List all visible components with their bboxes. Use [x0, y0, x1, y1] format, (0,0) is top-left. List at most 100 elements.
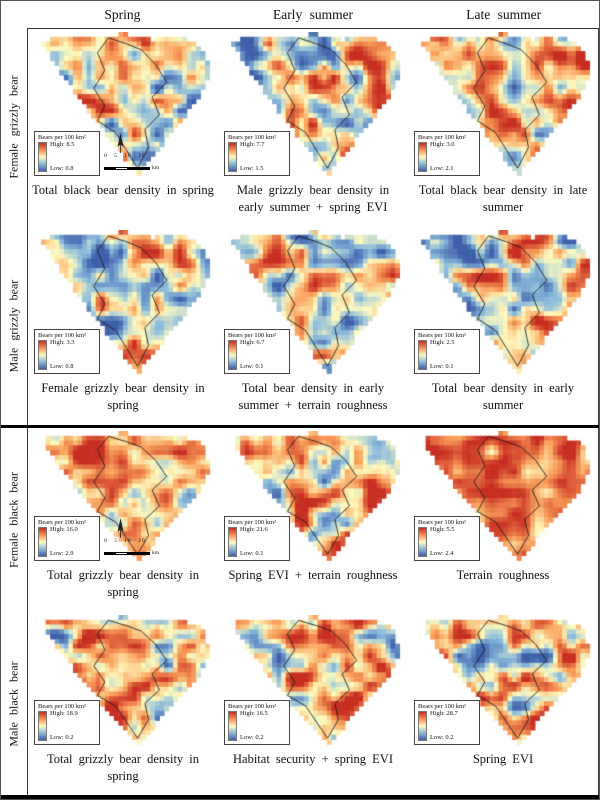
map-legend: Bears per 100 km² High: 6.7 Low: 0.1: [224, 328, 290, 374]
legend-low: Low: 0.8: [50, 362, 74, 370]
legend-low: Low: 0.2: [240, 733, 264, 741]
legend-title: Bears per 100 km²: [418, 518, 466, 526]
map-caption: Total black bear density in late summer: [418, 183, 588, 214]
row-label-male-black: Male black bear: [6, 661, 21, 747]
map-caption: Terrain roughness: [456, 568, 550, 582]
legend-low: Low: 2.9: [50, 549, 74, 557]
scale-bar: 0 5 10 20 km: [104, 537, 160, 563]
legend-title: Bears per 100 km²: [38, 331, 86, 339]
map-cell: Bears per 100 km² High: 6.7 Low: 0.1 Tot…: [218, 227, 408, 425]
map-caption: Spring EVI + terrain roughness: [228, 568, 398, 582]
legend-high: High: 7.7: [240, 141, 265, 148]
north-arrow-icon: [117, 517, 124, 538]
legend-title: Bears per 100 km²: [418, 702, 466, 710]
color-ramp: [228, 142, 237, 172]
map-caption: Total bear density in early summer: [431, 381, 575, 412]
map-legend: Bears per 100 km² High: 16.0 Low: 2.9: [34, 515, 100, 561]
legend-high: High: 8.5: [50, 141, 75, 148]
scale-bar-rule: [104, 551, 150, 555]
map-cell: Bears per 100 km² High: 8.5 Low: 0.8: [28, 29, 218, 227]
map-decorations: 0 5 10 20 km: [104, 517, 162, 563]
legend-title: Bears per 100 km²: [228, 702, 276, 710]
map-cell: Bears per 100 km² High: 2.5 Low: 0.1 Tot…: [408, 227, 598, 425]
map-caption: Total bear density in early summer + ter…: [238, 381, 388, 412]
legend-high: High: 28.7: [430, 710, 458, 717]
map-grid-grizzly: Bears per 100 km² High: 8.5 Low: 0.8: [27, 28, 599, 425]
map-caption: Total grizzly bear density in spring: [46, 752, 200, 783]
north-arrow-icon: [117, 132, 124, 153]
map-cell: Bears per 100 km² High: 16.5 Low: 0.2 Ha…: [218, 612, 408, 796]
legend-title: Bears per 100 km²: [38, 702, 86, 710]
color-ramp: [38, 527, 47, 557]
map-legend: Bears per 100 km² High: 7.7 Low: 1.5: [224, 130, 290, 176]
row-labels-black: Female black bear Male black bear: [1, 428, 27, 796]
color-ramp: [38, 711, 47, 741]
map-cell: Bears per 100 km² High: 3.0 Low: 2.1 Tot…: [408, 29, 598, 227]
black-bear-section: Female black bear Male black bear Bears …: [1, 428, 599, 796]
map-cell: Bears per 100 km² High: 28.7 Low: 0.2 Sp…: [408, 612, 598, 796]
legend-high: High: 21.6: [240, 526, 268, 533]
legend-low: Low: 0.1: [240, 362, 264, 370]
figure-bottom-rule: [1, 795, 599, 799]
map-legend: Bears per 100 km² High: 3.0 Low: 2.1: [414, 130, 480, 176]
map-decorations: 0 5 10 20 km: [104, 132, 162, 178]
legend-title: Bears per 100 km²: [38, 518, 86, 526]
grizzly-bear-section: Female grizzly bear Male grizzly bear Be…: [1, 28, 599, 425]
legend-high: High: 18.9: [50, 710, 78, 717]
legend-high: High: 3.3: [50, 339, 75, 346]
legend-high: High: 5.5: [430, 526, 455, 533]
map-cell: Bears per 100 km² High: 5.5 Low: 2.4 Ter…: [408, 428, 598, 612]
legend-title: Bears per 100 km²: [228, 518, 276, 526]
row-label-female-black: Female black bear: [6, 472, 21, 568]
column-header-late-summer: Late summer: [466, 6, 542, 22]
color-ramp: [228, 711, 237, 741]
map-cell: Bears per 100 km² High: 16.0 Low: 2.9: [28, 428, 218, 612]
map-caption: Spring EVI: [472, 752, 534, 766]
row-labels-grizzly: Female grizzly bear Male grizzly bear: [1, 28, 27, 425]
map-cell: Bears per 100 km² High: 7.7 Low: 1.5 Mal…: [218, 29, 408, 227]
row-label-male-grizzly: Male grizzly bear: [6, 279, 21, 373]
scale-bar-rule: [104, 166, 150, 170]
color-ramp: [38, 340, 47, 370]
color-ramp: [418, 527, 427, 557]
section-divider: [1, 425, 599, 428]
legend-high: High: 6.7: [240, 339, 265, 346]
map-caption: Male grizzly bear density in early summe…: [236, 183, 390, 214]
map-caption: Total black bear density in spring: [32, 183, 214, 197]
map-legend: Bears per 100 km² High: 8.5 Low: 0.8: [34, 130, 100, 176]
legend-high: High: 3.0: [430, 141, 455, 148]
legend-high: High: 2.5: [430, 339, 455, 346]
map-cell: Bears per 100 km² High: 3.3 Low: 0.8 Fem…: [28, 227, 218, 425]
map-legend: Bears per 100 km² High: 18.9 Low: 0.2: [34, 699, 100, 745]
map-legend: Bears per 100 km² High: 5.5 Low: 2.4: [414, 515, 480, 561]
legend-low: Low: 2.1: [430, 164, 454, 172]
color-ramp: [228, 527, 237, 557]
legend-title: Bears per 100 km²: [228, 133, 276, 141]
map-cell: Bears per 100 km² High: 21.6 Low: 0.1 Sp…: [218, 428, 408, 612]
scale-bar-unit: km: [152, 550, 160, 557]
legend-low: Low: 0.2: [50, 733, 74, 741]
color-ramp: [418, 142, 427, 172]
map-caption: Total grizzly bear density in spring: [46, 568, 200, 599]
row-label-female-grizzly: Female grizzly bear: [6, 75, 21, 179]
map-legend: Bears per 100 km² High: 16.5 Low: 0.2: [224, 699, 290, 745]
map-legend: Bears per 100 km² High: 21.6 Low: 0.1: [224, 515, 290, 561]
map-cell: Bears per 100 km² High: 18.9 Low: 0.2 To…: [28, 612, 218, 796]
scale-bar-ticks: 0 5 10 20: [104, 537, 146, 544]
map-legend: Bears per 100 km² High: 3.3 Low: 0.8: [34, 328, 100, 374]
scale-bar-ticks: 0 5 10 20: [104, 152, 146, 159]
legend-low: Low: 1.5: [240, 164, 264, 172]
legend-high: High: 16.0: [50, 526, 78, 533]
legend-low: Low: 2.4: [430, 549, 454, 557]
legend-title: Bears per 100 km²: [418, 331, 466, 339]
color-ramp: [228, 340, 237, 370]
legend-high: High: 16.5: [240, 710, 268, 717]
legend-low: Low: 0.1: [240, 549, 264, 557]
map-grid-black: Bears per 100 km² High: 16.0 Low: 2.9: [27, 428, 599, 796]
legend-title: Bears per 100 km²: [418, 133, 466, 141]
legend-low: Low: 0.8: [50, 164, 74, 172]
column-headers: Spring Early summer Late summer: [27, 1, 599, 28]
scale-bar: 0 5 10 20 km: [104, 152, 159, 178]
map-caption: Habitat security + spring EVI: [233, 752, 393, 766]
